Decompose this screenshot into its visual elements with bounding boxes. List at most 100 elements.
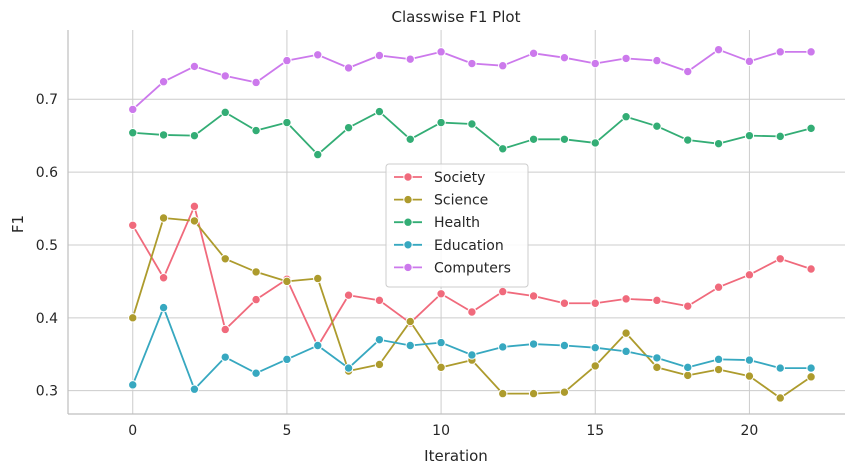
data-point-education: [652, 353, 662, 363]
data-point-health: [282, 117, 292, 128]
data-point-education: [251, 368, 261, 378]
data-point-education: [282, 354, 292, 365]
data-point-computers: [744, 56, 755, 67]
x-tick-labels: 0 5 10 15 20: [128, 423, 758, 439]
data-point-computers: [128, 104, 138, 115]
data-point-education: [436, 337, 446, 348]
legend-label: Science: [434, 193, 488, 209]
legend-item-computers: Computers: [394, 260, 511, 276]
data-point-health: [713, 138, 724, 149]
data-point-society: [559, 298, 570, 308]
data-point-education: [220, 352, 230, 362]
data-point-society: [251, 294, 261, 305]
data-point-science: [559, 387, 570, 397]
data-point-society: [775, 254, 785, 264]
data-point-computers: [220, 71, 230, 81]
data-point-science: [744, 371, 755, 381]
series-education: [128, 302, 816, 394]
data-point-education: [806, 363, 816, 373]
legend-swatch-marker: [403, 194, 413, 205]
data-point-society: [436, 289, 446, 299]
x-tick-label: 0: [128, 423, 137, 439]
legend-box: [385, 163, 529, 288]
data-point-computers: [374, 50, 385, 61]
x-tick-label: 5: [282, 423, 291, 439]
legend-item-education: Education: [394, 238, 504, 254]
y-tick-label: 0.7: [36, 92, 58, 108]
data-point-health: [744, 130, 755, 141]
data-point-health: [313, 149, 323, 160]
data-point-health: [343, 122, 354, 133]
data-point-computers: [343, 63, 354, 73]
data-point-science: [652, 362, 662, 373]
data-point-computers: [282, 55, 292, 66]
y-tick-label: 0.3: [36, 384, 58, 400]
series-society: [128, 201, 816, 351]
chart-title: Classwise F1 Plot: [392, 8, 521, 26]
data-point-society: [744, 270, 755, 280]
data-point-health: [528, 134, 539, 144]
data-point-education: [405, 340, 415, 351]
data-point-health: [158, 130, 169, 140]
data-point-computers: [498, 61, 508, 71]
data-point-education: [590, 342, 600, 353]
data-point-society: [621, 294, 631, 304]
series-health: [128, 106, 816, 160]
data-point-science: [590, 361, 600, 371]
data-point-society: [220, 324, 230, 335]
legend-swatch-marker: [403, 262, 413, 273]
data-point-computers: [775, 47, 785, 57]
data-point-education: [621, 346, 631, 357]
data-point-health: [251, 125, 261, 136]
x-tick-label: 20: [741, 423, 759, 439]
data-point-health: [189, 130, 200, 141]
legend-item-science: Science: [394, 193, 488, 209]
legend-item-society: Society: [394, 170, 485, 186]
data-point-education: [158, 302, 169, 313]
legend-label: Computers: [434, 260, 511, 276]
data-point-education: [775, 363, 785, 373]
data-point-health: [559, 134, 570, 144]
y-axis-label: F1: [9, 215, 27, 233]
data-point-education: [713, 354, 724, 365]
data-point-science: [775, 393, 785, 403]
data-point-science: [374, 359, 385, 370]
x-tick-label: 10: [432, 423, 450, 439]
data-point-education: [528, 339, 539, 349]
y-tick-label: 0.5: [36, 238, 58, 254]
data-point-science: [251, 267, 261, 277]
series-computers: [128, 44, 816, 115]
legend-swatch-marker: [403, 240, 413, 250]
data-point-education: [744, 355, 755, 365]
data-point-health: [405, 134, 415, 144]
data-point-science: [806, 372, 816, 382]
data-point-society: [683, 301, 693, 311]
data-point-science: [683, 370, 693, 381]
x-tick-label: 15: [586, 423, 604, 439]
series-line-computers: [132, 48, 812, 111]
data-point-science: [405, 316, 415, 327]
data-point-society: [528, 291, 539, 301]
data-point-computers: [405, 54, 415, 64]
data-point-education: [498, 342, 508, 352]
data-point-computers: [158, 77, 169, 87]
data-point-science: [436, 362, 446, 373]
data-point-science: [528, 388, 539, 399]
data-point-health: [590, 138, 600, 148]
x-axis-label: Iteration: [424, 447, 488, 465]
data-point-science: [713, 364, 724, 375]
data-point-computers: [528, 48, 539, 59]
data-point-computers: [713, 44, 724, 55]
data-point-science: [313, 273, 323, 284]
data-point-health: [374, 106, 385, 117]
data-point-society: [467, 307, 477, 317]
data-point-science: [220, 254, 230, 264]
legend-swatch-marker: [403, 217, 413, 227]
data-point-science: [128, 313, 138, 323]
y-tick-label: 0.4: [36, 311, 58, 327]
data-point-science: [621, 328, 631, 338]
data-point-education: [374, 334, 385, 345]
data-point-health: [498, 144, 508, 154]
data-point-computers: [683, 66, 693, 77]
data-point-society: [374, 295, 385, 306]
